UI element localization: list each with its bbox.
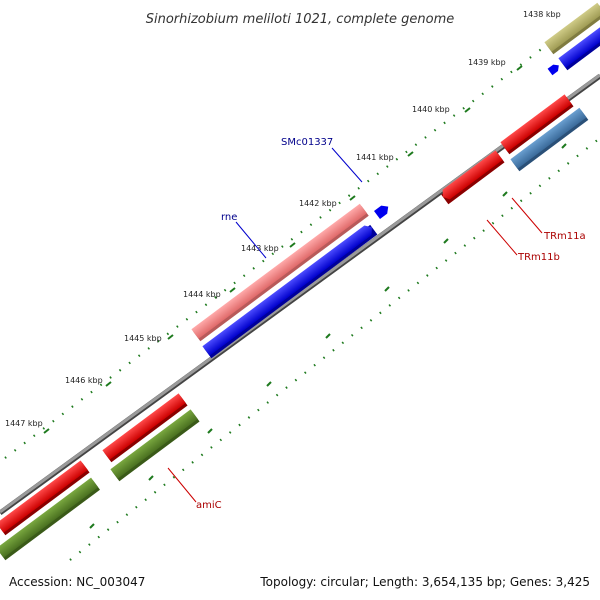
feature-trm11b[interactable] [439,150,505,205]
feature-red-amic-upstream[interactable] [102,393,188,463]
tick-label-1440: 1440 kbp [412,105,450,114]
feature-olive-bottom-left[interactable] [0,477,100,561]
tick-label-1443: 1443 kbp [241,244,279,253]
genome-backbone [0,73,600,514]
feature-blue-small-top[interactable] [547,62,562,76]
outer-tick-ring [4,11,591,459]
gene-label-smc01337[interactable]: SMc01337 [281,137,333,148]
tick-label-1445: 1445 kbp [124,334,162,343]
tick-label-1441: 1441 kbp [356,153,394,162]
feature-red-1440[interactable] [500,94,574,155]
tick-label-1438: 1438 kbp [523,10,561,19]
map-title: Sinorhizobium meliloti 1021, complete ge… [146,12,455,27]
inner-major-ticks [89,143,567,529]
feature-rne[interactable] [202,222,378,359]
tick-label-1439: 1439 kbp [468,58,506,67]
tick-label-1444: 1444 kbp [183,290,221,299]
feature-amic[interactable] [110,409,200,482]
feature-red-bottom-left[interactable] [0,460,90,536]
feature-smc01337[interactable] [374,203,391,220]
tick-label-1447: 1447 kbp [5,419,43,428]
feature-trm11a[interactable] [510,107,589,172]
feature-pink-long[interactable] [191,203,369,342]
gene-label-amic[interactable]: amiC [196,500,222,511]
feature-khaki-top[interactable] [544,2,600,55]
gene-label-trm11a[interactable]: TRm11a [543,231,586,242]
tick-label-1446: 1446 kbp [65,376,103,385]
gene-callouts [167,147,543,503]
inner-tick-ring [69,137,600,561]
genome-summary-text: Topology: circular; Length: 3,654,135 bp… [259,575,590,589]
gene-label-rne[interactable]: rne [221,212,237,223]
accession-text: Accession: NC_003047 [9,575,145,589]
tick-label-1442: 1442 kbp [299,199,337,208]
gene-label-trm11b[interactable]: TRm11b [517,252,560,263]
tick-labels: 1438 kbp 1439 kbp 1440 kbp 1441 kbp 1442… [5,10,561,428]
forward-strand-features [102,2,600,482]
